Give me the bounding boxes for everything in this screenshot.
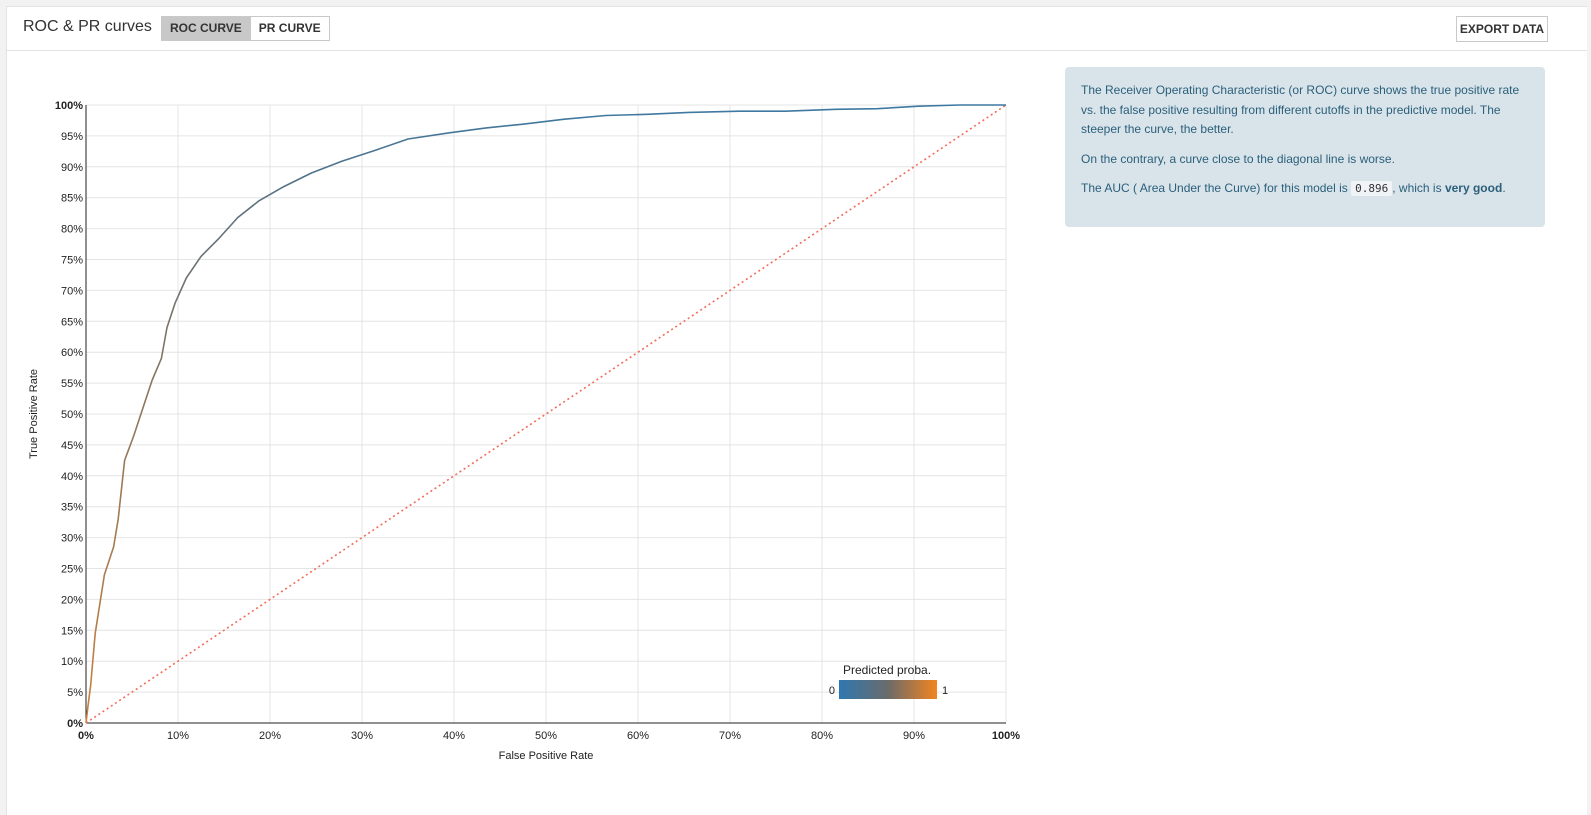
auc-text-end: . [1502, 181, 1506, 195]
y-tick-label: 55% [61, 378, 83, 390]
auc-rating: very good [1444, 181, 1503, 195]
tab-roc-curve[interactable]: ROC CURVE [162, 17, 250, 40]
legend-max-label: 1 [942, 685, 948, 697]
x-tick-label: 100% [992, 730, 1020, 742]
x-tick-label: 50% [535, 730, 557, 742]
y-tick-label: 90% [61, 162, 83, 174]
roc-curve-line [85, 104, 1006, 724]
proba-legend: Predicted proba. 0 1 [829, 663, 948, 699]
y-tick-label: 15% [61, 625, 83, 637]
y-tick-label: 25% [61, 564, 83, 576]
y-tick-label: 30% [61, 533, 83, 545]
auc-value: 0.896 [1351, 181, 1393, 196]
y-tick-label: 70% [61, 285, 83, 297]
x-tick-label: 10% [167, 730, 189, 742]
export-data-button[interactable]: EXPORT DATA [1456, 16, 1548, 42]
chart-axes: 0% 10% 20% 30% 40% 50% 60% 70% 80% 90% 100% 0% 5% 10%… [55, 100, 1020, 742]
y-axis-title: True Positive Rate [28, 369, 40, 459]
roc-chart-container: 0% 10% 20% 30% 40% 50% 60% 70% 80% 90% 100% 0% 5% 10%… [7, 7, 1047, 792]
y-tick-label: 100% [55, 100, 83, 112]
y-tick-label: 80% [61, 224, 83, 236]
y-tick-label: 75% [61, 255, 83, 267]
y-tick-label: 95% [61, 131, 83, 143]
page-title: ROC & PR curves [23, 18, 152, 35]
x-tick-label: 0% [78, 730, 94, 742]
x-tick-label: 30% [351, 730, 373, 742]
auc-text-middle: , which is [1392, 181, 1442, 195]
y-tick-label: 60% [61, 347, 83, 359]
y-tick-label: 20% [61, 594, 83, 606]
y-tick-label: 35% [61, 502, 83, 514]
x-tick-label: 60% [627, 730, 649, 742]
x-tick-label: 70% [719, 730, 741, 742]
roc-chart: 0% 10% 20% 30% 40% 50% 60% 70% 80% 90% 100% 0% 5% 10%… [28, 100, 1020, 762]
auc-text-before: The AUC ( Area Under the Curve) for this… [1081, 181, 1348, 195]
y-tick-label: 40% [61, 471, 83, 483]
y-tick-label: 45% [61, 440, 83, 452]
info-paragraph-1: The Receiver Operating Characteristic (o… [1081, 83, 1520, 136]
x-tick-label: 90% [903, 730, 925, 742]
chart-series [85, 104, 1007, 724]
y-tick-label: 5% [67, 687, 83, 699]
info-paragraph-3: The AUC ( Area Under the Curve) for this… [1081, 179, 1529, 199]
info-paragraph-2: On the contrary, a curve close to the di… [1081, 151, 1395, 166]
legend-gradient-bar [839, 680, 937, 699]
roc-info-box: The Receiver Operating Characteristic (o… [1065, 67, 1545, 227]
x-tick-label: 80% [811, 730, 833, 742]
panel-header: ROC & PR curves ROC CURVE PR CURVE EXPOR… [7, 7, 1587, 51]
curve-tabs: ROC CURVE PR CURVE [161, 16, 330, 41]
y-tick-label: 10% [61, 656, 83, 668]
x-tick-label: 20% [259, 730, 281, 742]
chart-grid [86, 104, 1007, 723]
roc-panel: ROC & PR curves ROC CURVE PR CURVE EXPOR… [6, 6, 1587, 815]
y-tick-label: 50% [61, 409, 83, 421]
y-tick-label: 0% [67, 718, 83, 730]
legend-title: Predicted proba. [843, 663, 931, 677]
legend-min-label: 0 [829, 685, 835, 697]
tab-pr-curve[interactable]: PR CURVE [249, 17, 329, 40]
y-tick-label: 65% [61, 316, 83, 328]
x-axis-title: False Positive Rate [499, 750, 594, 762]
y-tick-label: 85% [61, 193, 83, 205]
x-tick-label: 40% [443, 730, 465, 742]
